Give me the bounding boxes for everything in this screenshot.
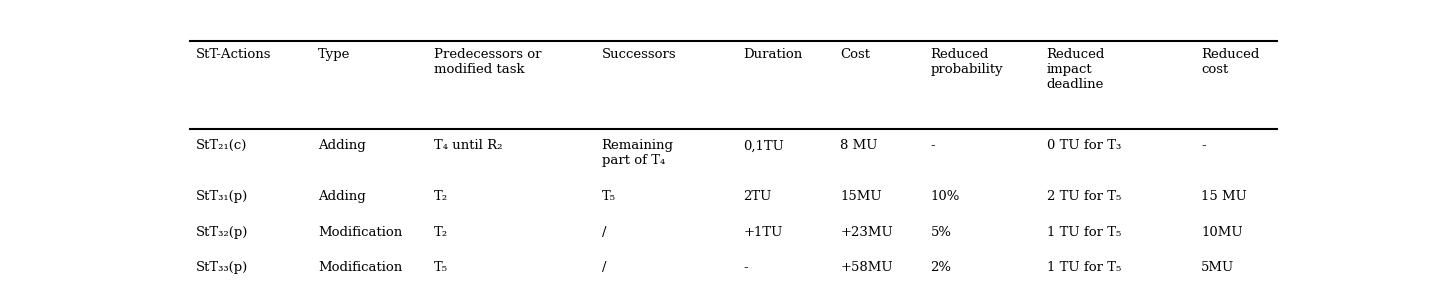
Text: T₂: T₂ xyxy=(434,226,448,238)
Text: Successors: Successors xyxy=(601,48,677,61)
Text: Modification: Modification xyxy=(318,261,402,274)
Text: T₅: T₅ xyxy=(434,261,448,274)
Text: 8 MU: 8 MU xyxy=(840,139,877,152)
Text: -: - xyxy=(930,139,936,152)
Text: Reduced
probability: Reduced probability xyxy=(930,48,1003,76)
Text: 5MU: 5MU xyxy=(1202,261,1235,274)
Text: StT-Actions: StT-Actions xyxy=(196,48,270,61)
Text: 1 TU for T₅: 1 TU for T₅ xyxy=(1046,261,1120,274)
Text: Predecessors or
modified task: Predecessors or modified task xyxy=(434,48,541,76)
Text: /: / xyxy=(601,226,607,238)
Text: 2%: 2% xyxy=(930,261,952,274)
Text: T₄ until R₂: T₄ until R₂ xyxy=(434,139,502,152)
Text: -: - xyxy=(1202,139,1206,152)
Text: 2 TU for T₅: 2 TU for T₅ xyxy=(1046,190,1120,203)
Text: 10MU: 10MU xyxy=(1202,226,1244,238)
Text: Modification: Modification xyxy=(318,226,402,238)
Text: T₂: T₂ xyxy=(434,190,448,203)
Text: StT₃₂(p): StT₃₂(p) xyxy=(196,226,248,238)
Text: StT₃₁(p): StT₃₁(p) xyxy=(196,190,248,203)
Text: T₅: T₅ xyxy=(601,190,615,203)
Text: Adding: Adding xyxy=(318,139,366,152)
Text: +23MU: +23MU xyxy=(840,226,893,238)
Text: 5%: 5% xyxy=(930,226,952,238)
Text: Reduced
cost: Reduced cost xyxy=(1202,48,1259,76)
Text: 15 MU: 15 MU xyxy=(1202,190,1248,203)
Text: +1TU: +1TU xyxy=(744,226,783,238)
Text: StT₂₁(c): StT₂₁(c) xyxy=(196,139,248,152)
Text: Type: Type xyxy=(318,48,351,61)
Text: StT₃₃(p): StT₃₃(p) xyxy=(196,261,248,274)
Text: 1 TU for T₅: 1 TU for T₅ xyxy=(1046,226,1120,238)
Text: -: - xyxy=(744,261,748,274)
Text: 0,1TU: 0,1TU xyxy=(744,139,784,152)
Text: Duration: Duration xyxy=(744,48,803,61)
Text: Remaining
part of T₄: Remaining part of T₄ xyxy=(601,139,674,167)
Text: 2TU: 2TU xyxy=(744,190,771,203)
Text: Cost: Cost xyxy=(840,48,870,61)
Text: Reduced
impact
deadline: Reduced impact deadline xyxy=(1046,48,1105,91)
Text: 10%: 10% xyxy=(930,190,960,203)
Text: 15MU: 15MU xyxy=(840,190,881,203)
Text: +58MU: +58MU xyxy=(840,261,893,274)
Text: Adding: Adding xyxy=(318,190,366,203)
Text: 0 TU for T₃: 0 TU for T₃ xyxy=(1046,139,1120,152)
Text: /: / xyxy=(601,261,607,274)
